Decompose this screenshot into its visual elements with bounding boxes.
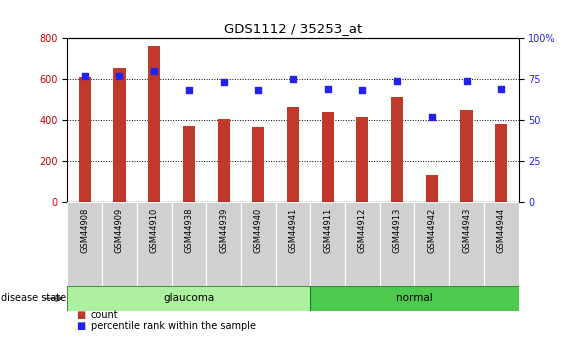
Point [184,88,193,93]
Bar [183,126,195,202]
Bar [391,97,403,202]
Text: GSM44911: GSM44911 [323,208,332,253]
Text: percentile rank within the sample: percentile rank within the sample [91,321,256,331]
Text: glaucoma: glaucoma [163,294,214,303]
Text: normal: normal [396,294,433,303]
Text: count: count [91,310,118,319]
Text: disease state: disease state [1,294,66,303]
Title: GDS1112 / 35253_at: GDS1112 / 35253_at [224,22,362,36]
Bar [172,202,206,286]
Point [496,86,506,91]
Point [393,78,402,83]
Bar [148,46,160,202]
Text: GSM44910: GSM44910 [149,208,159,253]
Bar [311,286,519,310]
Text: ■: ■ [76,321,86,331]
Bar [449,202,484,286]
Bar [311,202,345,286]
Point [288,76,298,82]
Text: GSM44938: GSM44938 [185,208,193,253]
Bar [461,110,473,202]
Bar [206,202,241,286]
Point [149,68,159,73]
Point [219,79,229,85]
Text: GSM44913: GSM44913 [393,208,401,253]
Bar [137,202,172,286]
Bar [380,202,414,286]
Point [323,86,332,91]
Bar [79,77,91,202]
Bar [275,202,311,286]
Bar [67,202,102,286]
Text: GSM44909: GSM44909 [115,208,124,253]
Text: GSM44940: GSM44940 [254,208,263,253]
Text: GSM44908: GSM44908 [80,208,89,253]
Bar [241,202,275,286]
Bar [322,112,334,202]
Bar [426,175,438,202]
Text: GSM44944: GSM44944 [497,208,506,253]
Text: GSM44912: GSM44912 [358,208,367,253]
Text: GSM44941: GSM44941 [288,208,298,253]
Text: GSM44942: GSM44942 [427,208,437,253]
Bar [287,107,299,202]
Point [462,78,471,83]
Bar [102,202,137,286]
Bar [356,117,369,202]
Text: GSM44939: GSM44939 [219,208,228,253]
Bar [495,124,507,202]
Bar [252,127,264,202]
Bar [345,202,380,286]
Point [115,73,124,78]
Bar [217,119,230,202]
Point [254,88,263,93]
Bar [414,202,449,286]
Text: ■: ■ [76,310,86,319]
Bar [484,202,519,286]
Bar [113,68,125,202]
Point [427,114,437,119]
Point [357,88,367,93]
Point [80,73,90,78]
Text: GSM44943: GSM44943 [462,208,471,253]
Bar [67,286,311,310]
